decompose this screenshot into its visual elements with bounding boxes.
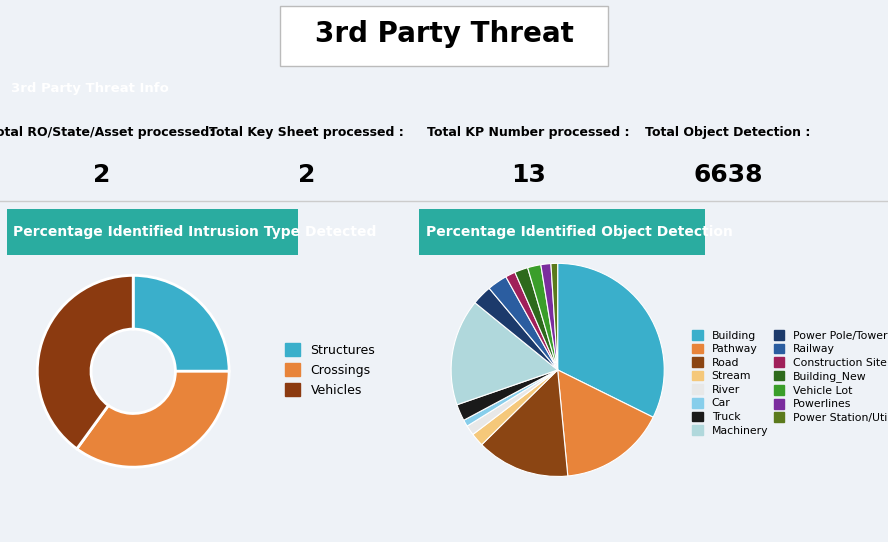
Text: Percentage Identified Intrusion Type Detected: Percentage Identified Intrusion Type Det… xyxy=(13,225,377,239)
Wedge shape xyxy=(506,272,558,370)
Wedge shape xyxy=(481,370,567,476)
Wedge shape xyxy=(464,370,558,426)
Text: Total RO/State/Asset processed:: Total RO/State/Asset processed: xyxy=(0,126,215,139)
Text: 13: 13 xyxy=(511,163,546,188)
Bar xyxy=(419,209,705,255)
Text: 2: 2 xyxy=(297,163,315,188)
Wedge shape xyxy=(133,275,229,371)
Wedge shape xyxy=(527,264,558,370)
Wedge shape xyxy=(473,370,558,444)
Text: 6638: 6638 xyxy=(694,163,763,188)
Wedge shape xyxy=(558,263,664,417)
Text: Percentage Identified Object Detection: Percentage Identified Object Detection xyxy=(426,225,733,239)
Text: Total Key Sheet processed :: Total Key Sheet processed : xyxy=(209,126,404,139)
Legend: Building, Pathway, Road, Stream, River, Car, Truck, Machinery, Power Pole/Tower,: Building, Pathway, Road, Stream, River, … xyxy=(690,328,888,438)
Wedge shape xyxy=(541,263,558,370)
Text: Total KP Number processed :: Total KP Number processed : xyxy=(427,126,630,139)
Legend: Structures, Crossings, Vehicles: Structures, Crossings, Vehicles xyxy=(281,339,379,401)
Wedge shape xyxy=(515,268,558,370)
Text: 2: 2 xyxy=(93,163,111,188)
Bar xyxy=(7,209,298,255)
Wedge shape xyxy=(551,263,558,370)
Wedge shape xyxy=(457,370,558,420)
Wedge shape xyxy=(489,277,558,370)
Wedge shape xyxy=(37,275,133,449)
Wedge shape xyxy=(451,303,558,405)
Wedge shape xyxy=(77,371,229,467)
Text: Total Object Detection :: Total Object Detection : xyxy=(646,126,811,139)
Wedge shape xyxy=(475,288,558,370)
Text: 3rd Party Threat: 3rd Party Threat xyxy=(314,20,574,48)
Bar xyxy=(280,6,608,66)
Text: 3rd Party Threat Info: 3rd Party Threat Info xyxy=(11,82,169,95)
Wedge shape xyxy=(467,370,558,435)
Wedge shape xyxy=(558,370,654,476)
